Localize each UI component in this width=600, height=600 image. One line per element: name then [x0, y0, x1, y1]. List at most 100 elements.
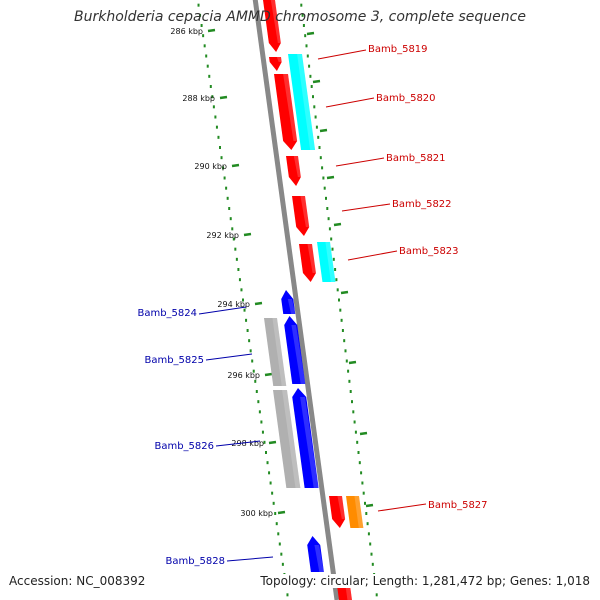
gene-feature-shade [287, 299, 296, 314]
right-guide-dot [302, 24, 305, 27]
gene-leader-line [205, 353, 253, 361]
right-guide-dot [351, 400, 353, 404]
gene-feature-Bamb_5826-cds [292, 388, 319, 488]
gene-label: Bamb_5828 [165, 556, 225, 567]
right-guide-dot [310, 85, 313, 88]
gene-feature-shade [337, 496, 347, 519]
gene-leader-line [335, 157, 385, 167]
left-guide-dot [254, 379, 257, 383]
right-guide-dot [331, 247, 334, 251]
right-guide-dot [318, 146, 321, 149]
gene-feature-shade [300, 397, 319, 488]
gene-leader-line [347, 250, 398, 261]
right-guide-dot [370, 552, 373, 556]
gene-feature-Bamb_5827-cds [329, 496, 346, 528]
gene-feature-shade [276, 57, 283, 62]
right-guide-dot [315, 125, 318, 129]
right-guide-dot [369, 542, 372, 546]
right-guide-dot [319, 156, 322, 160]
kbp-tick-label: 300 kbp [240, 509, 273, 518]
right-guide-dot [326, 207, 329, 210]
kbp-tick-mark [243, 232, 252, 237]
right-guide-dot [305, 44, 308, 48]
right-guide-dot [317, 135, 320, 139]
left-guide-dot [219, 146, 221, 149]
right-guide-dot [314, 115, 317, 119]
left-guide-dot [200, 24, 203, 27]
gene-leader-line [325, 97, 375, 108]
left-guide-dot [265, 451, 267, 454]
left-guide-dot [249, 349, 252, 353]
left-guide-dot [252, 369, 255, 373]
gene-leader-line [226, 556, 274, 562]
kbp-tick-mark [207, 28, 216, 33]
left-guide-dot [286, 593, 289, 597]
right-tick-mark [365, 503, 374, 508]
left-guide-dot [211, 95, 214, 99]
left-guide-dot [245, 318, 248, 322]
summary-text: Topology: circular; Length: 1,281,472 bp… [258, 574, 590, 588]
gene-feature-Bamb_5819-cds [263, 0, 281, 52]
right-guide-dot [348, 379, 351, 383]
right-guide-dot [357, 451, 360, 454]
left-guide-dot [266, 461, 269, 465]
left-guide-dot [258, 410, 261, 414]
backbone-line [252, 0, 340, 600]
gene-feature-Bamb_5825-feature [264, 318, 287, 386]
left-guide-dot [274, 512, 277, 515]
right-guide-dot [358, 461, 361, 465]
kbp-tick-mark [268, 440, 277, 445]
left-guide-dot [238, 278, 241, 282]
gene-leader-line [215, 440, 261, 447]
gene-feature-Bamb_5823-feature [317, 242, 336, 282]
gene-leader-line [317, 49, 367, 60]
left-guide-dot [234, 247, 237, 251]
gene-label: Bamb_5823 [399, 246, 459, 257]
right-guide-dot [322, 176, 325, 180]
kbp-tick-label: 288 kbp [182, 94, 215, 103]
gene-label: Bamb_5824 [137, 308, 197, 319]
left-guide-dot [272, 501, 275, 505]
right-guide-dot [347, 369, 350, 373]
left-guide-dot [205, 54, 208, 58]
left-guide-dot [232, 237, 235, 241]
gene-feature-Bamb_5822-cds [292, 196, 310, 236]
gene-label: Bamb_5826 [154, 441, 214, 452]
kbp-tick-mark [277, 510, 286, 515]
right-guide-dot [352, 410, 355, 414]
right-guide-dot [343, 339, 346, 343]
right-guide-dot [328, 227, 331, 231]
gene-feature-Bamb_5826-feature [273, 390, 301, 488]
gene-features [263, 0, 364, 600]
right-guide-dot [301, 13, 304, 17]
left-guide-dot [243, 308, 246, 312]
accession-text: Accession: NC_008392 [9, 574, 146, 588]
right-guide-dot [321, 166, 324, 170]
right-guide-dot [332, 257, 335, 261]
left-guide-dot [202, 34, 205, 38]
left-guide-dot [268, 471, 271, 475]
left-guide-dot [275, 522, 278, 526]
gene-feature-shade [272, 318, 287, 386]
right-guide-dot [308, 64, 311, 68]
gene-feature-shade [307, 244, 318, 273]
kbp-tick-label: 290 kbp [194, 162, 227, 171]
left-guide-dot [242, 298, 244, 302]
right-tick-mark [306, 31, 315, 36]
chromosome-backbone [252, 0, 340, 600]
right-guide-dot [341, 329, 344, 332]
left-guide-dot [237, 268, 240, 271]
right-guide-dot [325, 196, 327, 200]
left-guide-dot [222, 166, 225, 170]
right-guide-dot [364, 501, 366, 505]
left-guide-dot [225, 186, 228, 190]
left-guide-dot [278, 542, 281, 546]
gene-leader-line [377, 503, 427, 512]
right-guide-dot [365, 512, 368, 515]
gene-feature-shade [354, 496, 364, 528]
left-guide-dot [209, 85, 212, 88]
right-guide-dot [340, 318, 343, 322]
right-tick-mark [333, 222, 342, 227]
right-guide-dot [356, 440, 359, 444]
